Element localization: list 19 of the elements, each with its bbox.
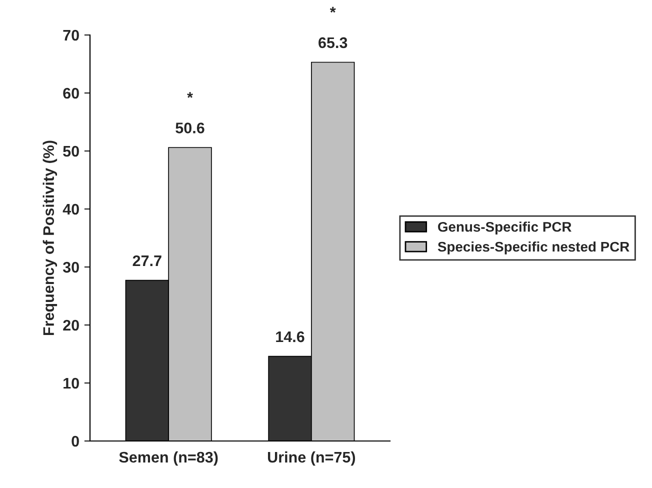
x-tick-label: Urine (n=75) — [268, 451, 356, 466]
y-axis-title: Frequency of Positivity (%) — [42, 140, 58, 336]
data-label: 65.3 — [318, 37, 348, 48]
y-tick-label: 70 — [63, 30, 79, 41]
data-label: 50.6 — [176, 122, 204, 134]
y-tick-label: 40 — [62, 204, 79, 215]
y-tick-label: 0 — [72, 436, 79, 447]
data-label: 27.7 — [132, 255, 162, 266]
x-tick-label: Semen (n=83) — [119, 451, 218, 466]
y-tick-label: 30 — [62, 262, 79, 273]
text: * — [330, 6, 336, 13]
y-tick-label: 10 — [64, 378, 79, 389]
data-label: 14.6 — [276, 331, 304, 342]
legend-label: Genus-Specific PCR — [438, 222, 572, 235]
legend-label: Species-Specific nested PCR — [438, 241, 630, 254]
y-tick-label: 20 — [63, 320, 79, 331]
y-tick-label: 60 — [63, 88, 79, 99]
annotation: * — [187, 92, 193, 98]
y-tick-label: 50 — [63, 146, 79, 157]
